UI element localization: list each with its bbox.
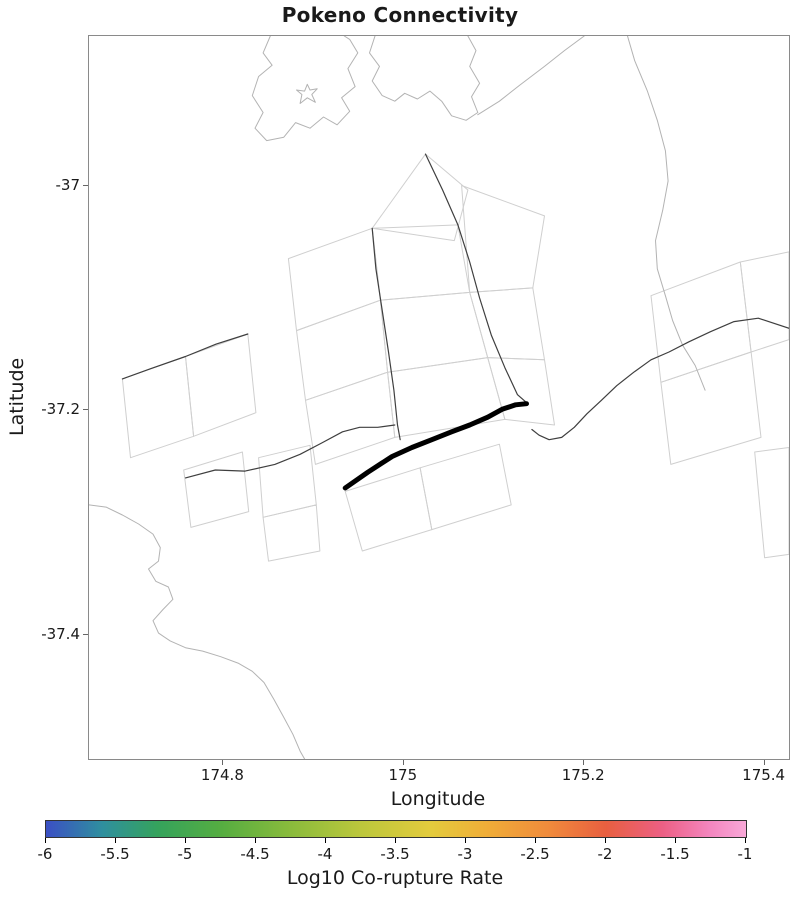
colorbar-tick	[745, 838, 746, 843]
colorbar-tick-label: -4	[317, 845, 333, 863]
coastline	[627, 36, 706, 391]
y-tick-label: -37	[55, 175, 81, 194]
fault-polygon	[469, 287, 545, 361]
colorbar-tick-label: -1	[737, 845, 753, 863]
y-tick-label: -37.2	[41, 400, 80, 419]
map-plot-area	[88, 35, 790, 760]
colorbar-tick-label: -3.5	[380, 845, 410, 863]
fault-polygon	[739, 251, 789, 353]
coastline	[251, 36, 359, 142]
fault-polygon	[287, 227, 381, 332]
fault-polygon	[296, 299, 389, 401]
colorbar-tick-label: -5.5	[100, 845, 130, 863]
colorbar-tick	[605, 838, 606, 843]
fault-polygon	[305, 371, 396, 465]
highlighted-fault-pokeno	[342, 401, 529, 491]
coastline	[369, 36, 481, 121]
colorbar-label: Log10 Co-rupture Rate	[286, 867, 504, 889]
x-tick-label: 175	[388, 766, 418, 784]
fault-polygon	[660, 351, 762, 465]
fault-polygon	[754, 447, 789, 559]
colorbar-tick	[535, 838, 536, 843]
fault-trace	[121, 333, 249, 380]
x-tick-label: 174.8	[200, 766, 244, 784]
map-svg	[89, 36, 789, 759]
colorbar-tick	[325, 838, 326, 843]
colorbar-tick	[115, 838, 116, 843]
coastline	[477, 36, 585, 116]
colorbar-tick	[45, 838, 46, 843]
y-tick-label: -37.4	[41, 625, 80, 644]
x-axis-tick	[402, 760, 404, 765]
fault-polygon	[262, 504, 321, 562]
y-axis-tick	[83, 409, 88, 411]
coastline	[296, 83, 318, 104]
fault-trace	[424, 153, 528, 404]
fault-polygon	[185, 333, 257, 437]
colorbar-tick-label: -1.5	[660, 845, 690, 863]
colorbar-tick	[395, 838, 396, 843]
colorbar-tick-label: -2	[597, 845, 613, 863]
colorbar-tick-label: -6	[37, 845, 53, 863]
fault-polygon	[183, 451, 250, 528]
y-axis-label: Latitude	[6, 357, 28, 436]
fault-trace	[531, 317, 789, 441]
fault-polygon	[387, 357, 506, 438]
colorbar-tick-label: -3	[457, 845, 473, 863]
fault-polygon	[487, 357, 555, 426]
coastline	[89, 504, 306, 759]
x-axis-tick	[763, 760, 765, 765]
colorbar-tick-label: -2.5	[520, 845, 550, 863]
colorbar-tick	[185, 838, 186, 843]
fault-trace	[184, 424, 396, 479]
x-axis-tick	[583, 760, 585, 765]
colorbar-tick-label: -4.5	[240, 845, 270, 863]
fault-trace	[371, 227, 401, 441]
fault-polygon	[419, 443, 512, 531]
colorbar-tick	[675, 838, 676, 843]
colorbar-gradient	[45, 820, 747, 838]
colorbar-tick-label: -5	[177, 845, 193, 863]
x-tick-label: 175.4	[742, 766, 786, 784]
fault-polygon	[371, 153, 469, 242]
y-axis-tick	[83, 634, 88, 636]
colorbar-tick	[255, 838, 256, 843]
fault-polygon	[121, 356, 195, 459]
fault-polygon	[650, 261, 752, 383]
x-tick-label: 175.2	[561, 766, 605, 784]
x-axis-label: Longitude	[390, 788, 486, 810]
y-axis-tick	[83, 184, 88, 186]
colorbar-tick	[465, 838, 466, 843]
chart-title: Pokeno Connectivity	[281, 3, 519, 27]
x-axis-tick	[222, 760, 224, 765]
